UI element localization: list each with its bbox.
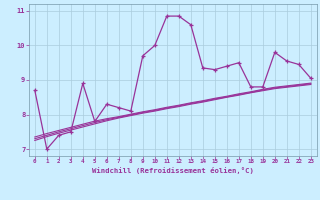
X-axis label: Windchill (Refroidissement éolien,°C): Windchill (Refroidissement éolien,°C) xyxy=(92,167,254,174)
